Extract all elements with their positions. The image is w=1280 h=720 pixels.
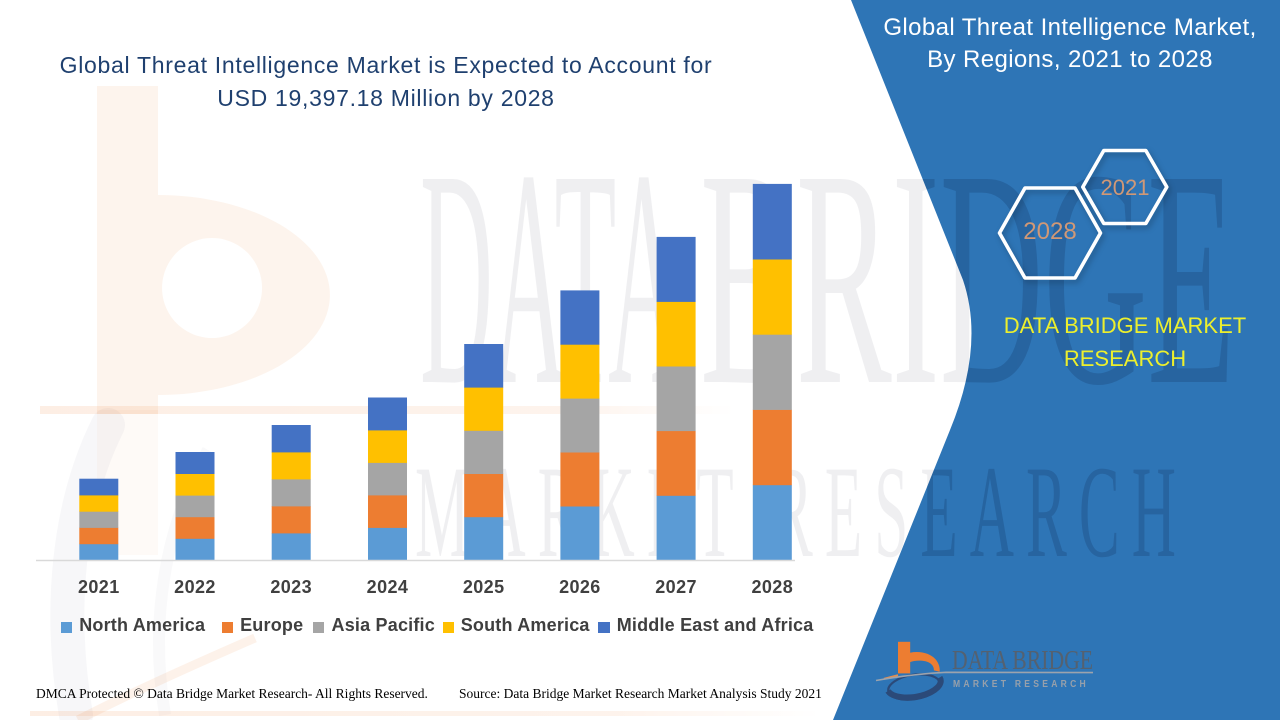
svg-text:MARKET RESEARCH: MARKET RESEARCH <box>953 678 1089 690</box>
svg-text:DATA: DATA <box>420 107 681 450</box>
svg-text:DATA BRIDGE: DATA BRIDGE <box>952 645 1093 675</box>
